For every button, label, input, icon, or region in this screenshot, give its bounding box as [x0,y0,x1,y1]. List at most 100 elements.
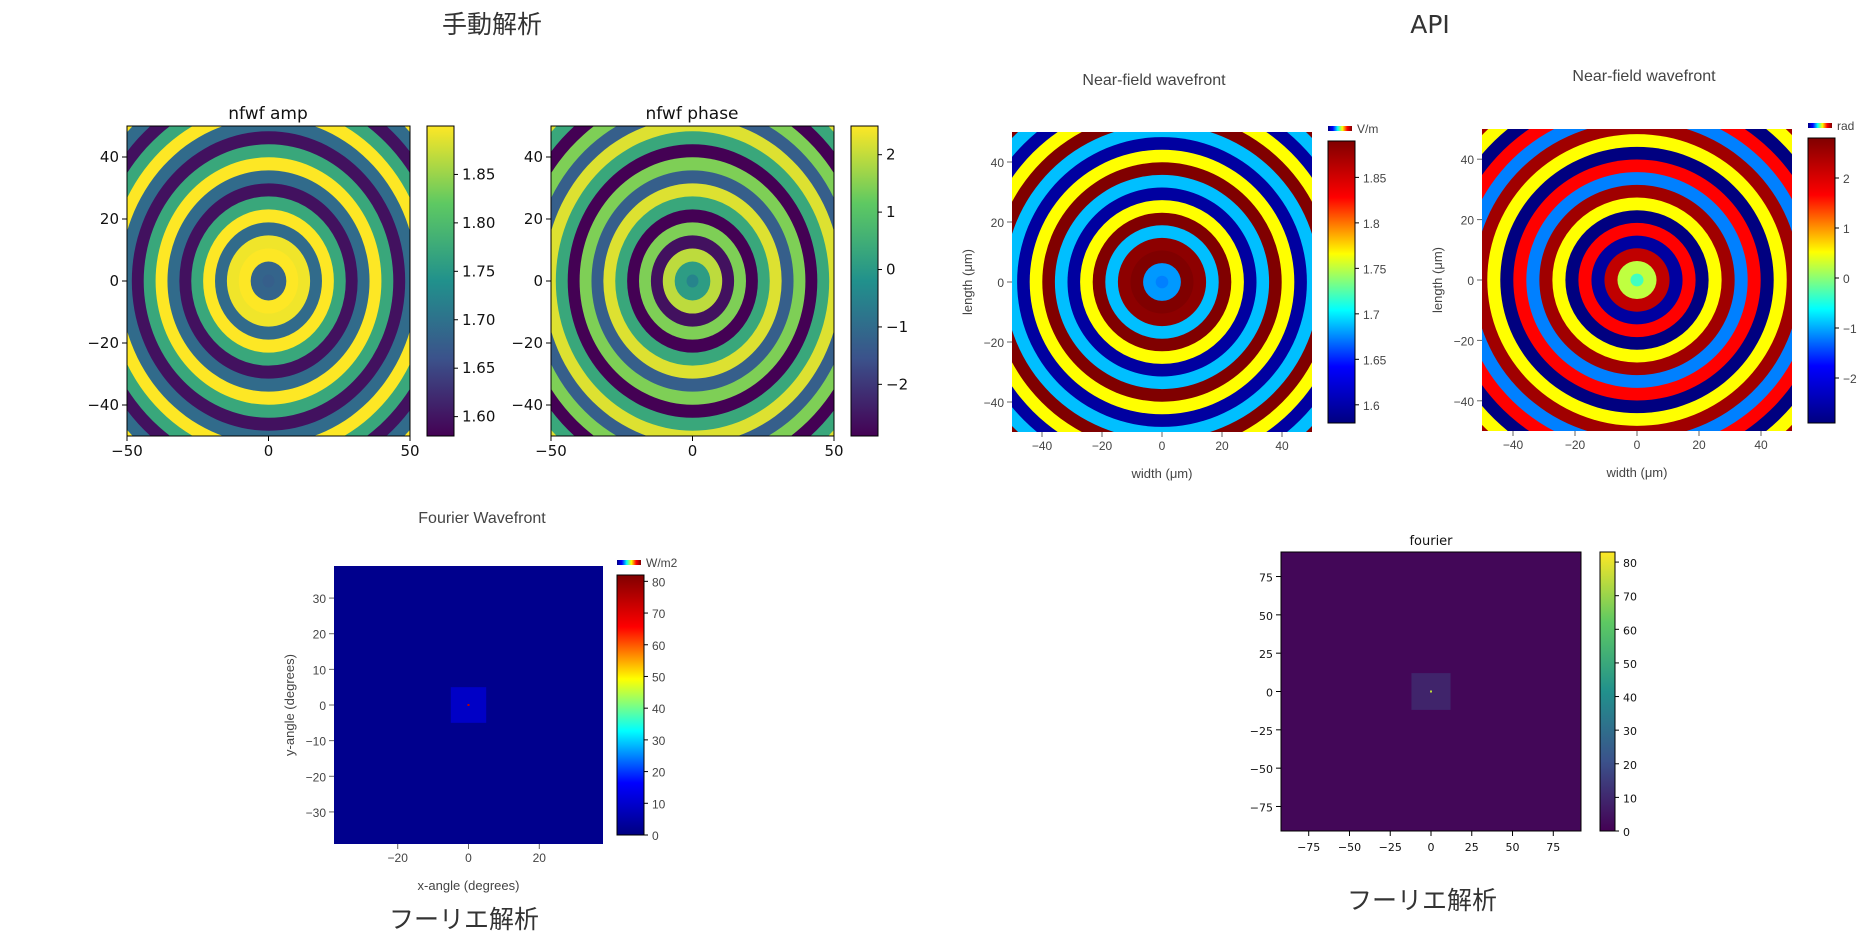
x-tick-label: −40 [1503,438,1524,452]
y-tick-label: −75 [1250,801,1273,814]
x-tick-label: −20 [388,851,409,865]
colorbar-tick-label: 0 [652,829,659,843]
colorbar-tick-label: 1.7 [1363,308,1380,322]
heatmap-field [334,566,603,844]
y-tick-label: 40 [100,148,119,166]
colorbar-tick-label: 30 [1623,725,1637,738]
chart-fourier-api: Fourier Wavefront −20 0 20 30 20 10 0 −10 −20 −30 x… [282,510,678,893]
section-title-api: API [1410,10,1450,39]
colorbar-title: W/m2 [646,556,678,570]
colorbar-tick-label: 1 [886,203,896,221]
colorbar-tick-label: 1.75 [462,262,495,280]
y-tick-label: 30 [313,592,327,606]
y-tick-label: −50 [1250,763,1273,776]
colorbar [1599,551,1616,832]
charts-layer: nfwf amp−50 0 5040200−20−401.851.801.751.7… [87,68,1857,893]
colorbar-tick-label: 20 [652,766,666,780]
colorbar-tick-label: 0 [1623,826,1630,839]
heatmap-ring [686,274,699,288]
colorbar [1327,140,1356,424]
y-tick-label: 25 [1259,648,1273,661]
chart-nfwf-amp: nfwf amp −50 0 50 40 20 0 −20 −40 1.85 1.80 1.75 1.7… [87,104,495,460]
colorbar-tick-label: 60 [1623,624,1637,637]
colorbar-tick-label: 80 [1623,557,1637,570]
colorbar-tick-label: −2 [886,375,908,393]
heatmap-field [1281,552,1581,831]
colorbar-tick-label: −1 [886,318,908,336]
colorbar-tick-label: 80 [652,575,666,589]
heatmap-field [551,126,834,436]
colorbar-tick-label: 1 [1843,222,1850,236]
colorbar-tick-label: −1 [1843,322,1857,336]
chart-title: Near-field wavefront [1082,72,1226,89]
y-axis-label: length (μm) [1430,247,1445,313]
colorbar-tick-label: 1.70 [462,311,495,329]
x-tick-label: 25 [1465,841,1479,854]
y-tick-label: 0 [319,699,326,713]
heatmap-ring [262,274,275,288]
x-tick-label: −25 [1379,841,1402,854]
x-tick-label: −20 [1565,438,1586,452]
chart-fourier-manual: fourier −75 −50 −25 0 25 50 75 75 50 25 0 −25 −50 −75 8… [1250,534,1637,854]
section-title-fourier-left: フーリエ解析 [389,905,539,934]
y-tick-label: 20 [524,210,543,228]
colorbar-tick-label: 30 [652,734,666,748]
colorbar-tick-label: 1.85 [462,165,495,183]
colorbar-tick-label: 20 [1623,759,1637,772]
x-tick-label: 20 [1692,438,1706,452]
y-tick-label: −40 [1454,395,1475,409]
chart-title: nfwf phase [645,104,738,124]
colorbar-tick-label: 70 [652,607,666,621]
colorbar-tick-label: 50 [1623,658,1637,671]
x-tick-label: 50 [1506,841,1520,854]
y-tick-label: −25 [1250,725,1273,738]
colorbar-tick-label: 1.80 [462,214,495,232]
y-tick-label: 75 [1259,572,1273,585]
y-tick-label: −40 [87,396,119,414]
x-tick-label: 40 [1754,438,1768,452]
y-tick-label: −30 [306,806,327,820]
chart-title: Near-field wavefront [1572,68,1716,85]
y-axis-label: y-angle (degrees) [282,654,297,756]
colorbar-legend-swatch [617,560,641,565]
heatmap-field [1482,129,1792,431]
colorbar-tick-label: 1.8 [1363,217,1380,231]
colorbar-title: V/m [1357,122,1378,136]
y-tick-label: −40 [984,396,1005,410]
colorbar [616,574,645,836]
colorbar-legend-swatch [1328,126,1352,131]
colorbar-title: rad [1837,119,1854,133]
colorbar-tick-label: 1.75 [1363,262,1387,276]
colorbar-tick-label: 1.65 [1363,353,1387,367]
y-tick-label: 40 [524,148,543,166]
chart-title: Fourier Wavefront [418,510,546,527]
x-axis-label: width (μm) [1606,465,1668,480]
y-tick-label: −20 [1454,334,1475,348]
chart-title: nfwf amp [228,104,308,124]
colorbar-tick-label: −2 [1843,372,1857,386]
x-tick-label: 0 [688,442,698,460]
x-tick-label: 0 [1634,438,1641,452]
heatmap-ring [1630,273,1644,287]
colorbar-tick-label: 1.6 [1363,399,1380,413]
colorbar-tick-label: 10 [652,797,666,811]
y-tick-label: −10 [306,735,327,749]
colorbar-tick-label: 50 [652,670,666,684]
x-tick-label: −20 [1092,439,1113,453]
chart-nearfield-amp: Near-field wavefront −40 −20 0 20 40 40 20 0 −20 −… [960,72,1387,481]
colorbar-tick-label: 60 [652,639,666,653]
colorbar-tick-label: 1.60 [462,408,495,426]
x-axis-label: x-angle (degrees) [418,878,520,893]
y-tick-label: 20 [991,216,1005,230]
x-tick-label: −40 [1032,439,1053,453]
x-tick-label: −50 [1338,841,1361,854]
y-tick-label: −20 [984,336,1005,350]
y-tick-label: 0 [1467,274,1474,288]
x-tick-label: 50 [400,442,419,460]
x-tick-label: 75 [1546,841,1560,854]
y-tick-label: 0 [997,276,1004,290]
chart-nfwf-phase: nfwf phase −50 0 50 40 20 0 −20 −40 2 1 0 −1 −2 [511,104,908,460]
colorbar-tick-label: 70 [1623,591,1637,604]
colorbar-legend-swatch [1808,123,1832,128]
